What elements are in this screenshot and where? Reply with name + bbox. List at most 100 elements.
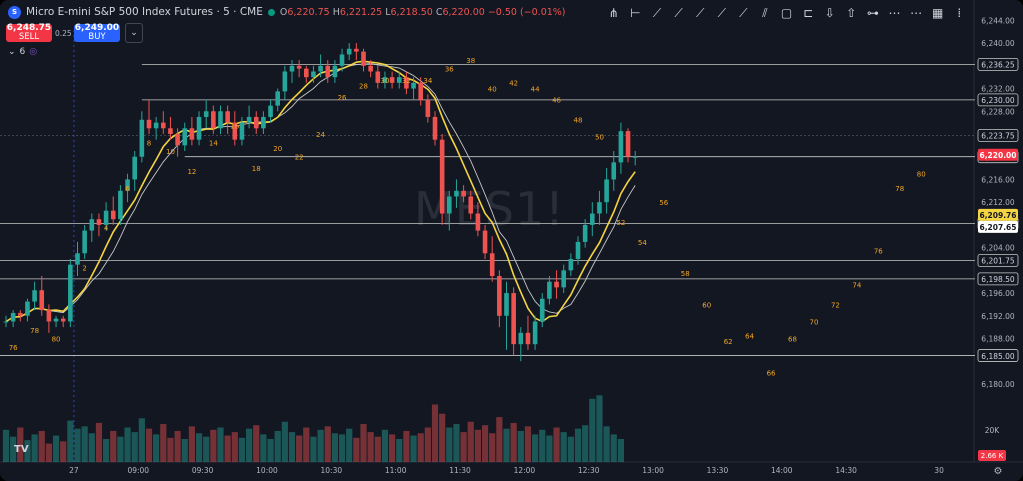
price-tick-label: 6,204.00 <box>981 244 1015 253</box>
bar-count-label: 38 <box>466 57 475 65</box>
gear-icon: ⚙ <box>994 466 1003 477</box>
symbol-title[interactable]: Micro E-mini S&P 500 Index Futures · 5 ·… <box>26 6 263 18</box>
bar-count-label: 18 <box>252 165 261 173</box>
rectangle-icon[interactable]: ▢ <box>780 6 793 20</box>
candle-body <box>318 65 323 72</box>
time-tick-label: 10:30 <box>321 466 343 475</box>
volume-bar <box>381 429 389 462</box>
candle-body <box>354 48 359 52</box>
volume-bar <box>138 418 145 462</box>
parallel-channel-icon[interactable]: ⫽ <box>762 5 768 20</box>
candle-body <box>375 71 381 83</box>
level-label-box <box>977 93 1019 107</box>
time-tick-label: 13:00 <box>642 466 664 475</box>
volume-bar <box>288 432 296 462</box>
volume-bar <box>181 439 188 462</box>
candle-body <box>411 82 416 89</box>
market-status-icon <box>267 8 275 16</box>
candle-body <box>625 131 631 157</box>
price-tag <box>978 148 1018 161</box>
path-icon[interactable]: ⊏ <box>803 6 814 20</box>
candle-body <box>261 116 266 129</box>
candle-body <box>46 310 52 322</box>
candle-body <box>68 264 73 322</box>
bar-count-label: 34 <box>423 77 432 85</box>
chevron-down-icon[interactable]: ⌄ <box>8 47 16 57</box>
ray-icon[interactable]: ⟋ <box>674 5 683 20</box>
volume-bar <box>2 429 10 462</box>
volume-bar <box>81 426 88 462</box>
volume-bar <box>467 421 474 462</box>
info-line-icon[interactable]: ⟋ <box>717 5 726 20</box>
candle-body <box>153 122 159 129</box>
bar-count-label: 64 <box>745 333 754 341</box>
candle-body <box>289 65 295 72</box>
candle-body <box>454 190 459 197</box>
volume-bar <box>417 433 424 462</box>
arrow-up-icon[interactable]: ⇧ <box>846 6 857 20</box>
price-tick-label: 6,244.00 <box>981 16 1015 25</box>
volume-bar <box>281 421 288 462</box>
volume-bar <box>582 425 589 462</box>
calendar-icon[interactable]: ▦ <box>932 6 944 20</box>
candle-body <box>268 105 273 117</box>
bar-count-label: 58 <box>681 270 690 278</box>
price-tick-label: 6,240.00 <box>981 39 1015 48</box>
symbol-header: S Micro E-mini S&P 500 Index Futures · 5… <box>8 3 566 21</box>
volume-bar <box>532 434 539 462</box>
text-tool-icon[interactable]: ⁞ <box>957 6 962 20</box>
volume-bar <box>52 435 60 462</box>
candle-body <box>396 77 402 83</box>
chevron-down-icon[interactable]: ⌄ <box>125 23 143 43</box>
volume-bar <box>403 430 410 462</box>
arrow-down-icon[interactable]: ⇩ <box>824 6 835 20</box>
bar-count-label: 76 <box>9 344 18 352</box>
candle-body <box>139 119 145 157</box>
candle-body <box>18 312 23 316</box>
buy-button[interactable]: 6,249.00 BUY <box>74 23 120 42</box>
level-label-box <box>977 253 1019 267</box>
bar-count-label: 60 <box>702 301 711 309</box>
extended-line-icon[interactable]: ⟋ <box>695 5 705 20</box>
pitchfork-icon[interactable]: ⋔ <box>608 6 619 20</box>
volume-tag <box>978 450 1006 461</box>
indicators-toggle[interactable]: ⌄ 6 ◎ <box>8 47 37 57</box>
volume-bar <box>317 429 324 462</box>
time-tick-label: 11:00 <box>385 466 407 475</box>
candle-body <box>532 321 538 345</box>
sell-button[interactable]: 6,248.75 SELL <box>6 23 52 42</box>
bar-count-label: 80 <box>917 171 926 179</box>
candle-body <box>3 321 9 323</box>
volume-bar <box>224 435 231 462</box>
price-tick-label: 6,228.00 <box>981 107 1015 116</box>
volume-bar <box>10 436 17 462</box>
candle-body <box>497 276 502 316</box>
candle-body <box>203 111 209 117</box>
time-tick-label: 30 <box>934 466 944 475</box>
bar-count-label: 10 <box>166 148 175 156</box>
volume-bar <box>274 430 281 462</box>
volume-bar <box>153 434 160 462</box>
price-range-icon[interactable]: ⋯ <box>888 6 901 20</box>
bar-count-label: 48 <box>574 117 583 125</box>
bar-count-label: 70 <box>809 318 818 326</box>
time-tick-label: 13:30 <box>707 466 729 475</box>
price-tick-label: 6,188.00 <box>981 335 1015 344</box>
candle-body <box>53 318 59 322</box>
bar-count-label: 14 <box>209 139 218 147</box>
volume-bar <box>24 440 31 462</box>
bar-count-label: 42 <box>509 80 518 88</box>
volume-bar <box>203 436 210 462</box>
trend-angle-icon[interactable]: ⟋ <box>739 5 748 20</box>
volume-bar <box>195 433 203 462</box>
trend-line-icon[interactable]: ⟋ <box>652 5 662 20</box>
time-tick-label: 10:00 <box>256 466 278 475</box>
candle-body <box>332 65 338 78</box>
horizontal-line-icon[interactable]: ⊶ <box>866 6 879 20</box>
more-tools-icon[interactable]: ⋯ <box>910 6 923 20</box>
bar-count-label: 32 <box>402 77 411 85</box>
horizontal-ray-icon[interactable]: ⊢ <box>630 6 641 20</box>
volume-bar <box>346 428 353 462</box>
